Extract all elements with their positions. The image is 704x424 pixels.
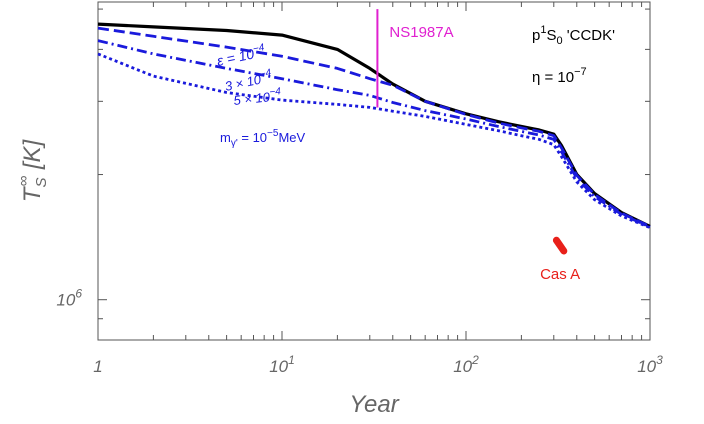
x-tick-label: 1 xyxy=(93,357,102,376)
y-ticks: 106 xyxy=(56,8,650,341)
x-tick-label: 101 xyxy=(269,353,295,376)
y-tick-label: 106 xyxy=(56,287,82,310)
x-axis-label: Year xyxy=(349,391,399,418)
plot-frame xyxy=(97,1,651,341)
epsilon-3-label: 5 × 10−4 xyxy=(233,86,283,108)
ns1987a-group: NS1987A xyxy=(376,9,454,108)
x-tick-label: 102 xyxy=(453,353,479,376)
cas-a-point xyxy=(552,236,568,255)
eta-label: η = 10−7 xyxy=(532,66,587,86)
cas-a-label: Cas A xyxy=(540,266,580,283)
series-line-dotted xyxy=(97,52,651,229)
mass-label: mγ' = 10−5MeV xyxy=(220,128,306,149)
model-label: p1S0 'CCDK' xyxy=(532,24,615,47)
series-line-dashed xyxy=(97,26,651,228)
series-group xyxy=(97,22,651,229)
x-tick-label: 103 xyxy=(637,353,663,376)
cas-a-group: Cas A xyxy=(540,236,580,283)
y-axis-label: TS∞ [K] xyxy=(15,138,50,202)
x-ticks: 1 101 102 103 xyxy=(93,2,663,376)
epsilon-1-label: ε = 10−4 xyxy=(215,42,267,69)
series-line-solid xyxy=(97,22,651,228)
ns1987a-label: NS1987A xyxy=(389,24,453,41)
